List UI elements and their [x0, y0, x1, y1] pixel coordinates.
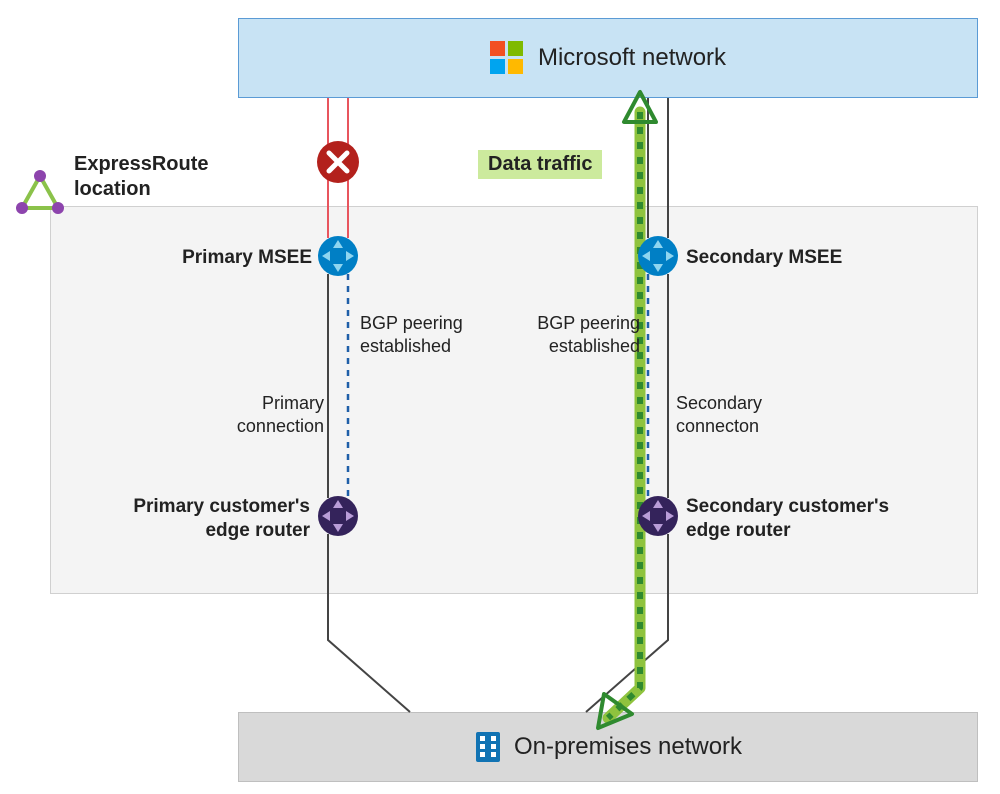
onprem-title-bold: On-premises: [514, 733, 651, 760]
primary-msee-label: Primary MSEE: [172, 246, 312, 270]
expressroute-icon: [16, 170, 64, 218]
microsoft-logo-icon: [490, 41, 524, 75]
secondary-customer-router-icon: [638, 496, 678, 536]
data-traffic-label: Data traffic: [478, 150, 602, 179]
onprem-network-box: On-premises network: [238, 712, 978, 782]
error-icon: [316, 140, 360, 184]
primary-customer-label: Primary customer's edge router: [94, 495, 310, 543]
onprem-title-rest: network: [651, 733, 742, 760]
expressroute-location-label: ExpressRoute location: [74, 152, 209, 202]
building-icon: [474, 730, 502, 764]
bgp-left-label: BGP peeringestablished: [360, 312, 463, 357]
secondary-connection-label: Secondary connecton: [676, 392, 762, 437]
onprem-title: On-premises network: [514, 733, 742, 761]
microsoft-network-box: Microsoft network: [238, 18, 978, 98]
secondary-msee-label: Secondary MSEE: [686, 246, 842, 270]
data-traffic-text: Data traffic: [488, 153, 592, 175]
microsoft-network-title: Microsoft network: [538, 44, 726, 72]
bgp-right-label: BGP peeringestablished: [536, 312, 640, 357]
primary-msee-router-icon: [318, 236, 358, 276]
primary-customer-router-icon: [318, 496, 358, 536]
er-label-l1: ExpressRoute: [74, 152, 209, 177]
ms-title-bold: Microsoft: [538, 44, 635, 71]
primary-connection-label: Primary connection: [222, 392, 324, 437]
er-label-l2: location: [74, 177, 209, 202]
ms-title-rest: network: [635, 44, 726, 71]
secondary-customer-label: Secondary customer's edge router: [686, 495, 889, 543]
secondary-msee-router-icon: [638, 236, 678, 276]
